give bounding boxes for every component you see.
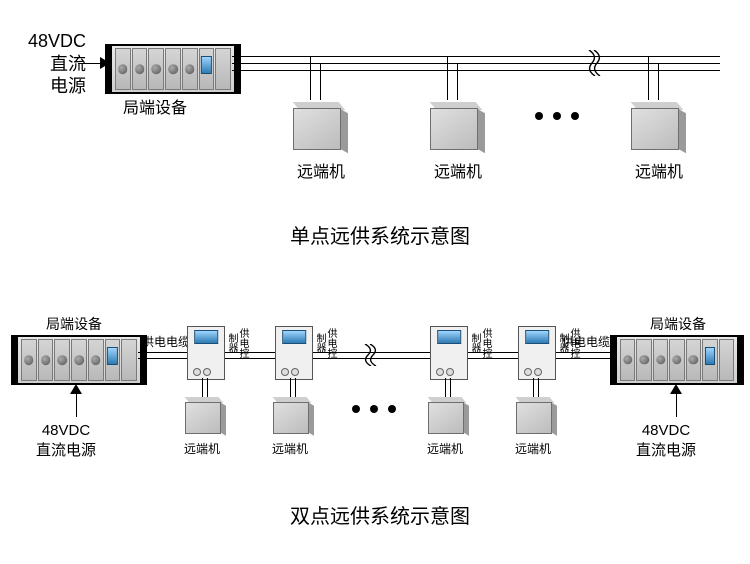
power-controller-label: 供电控 制器 — [469, 328, 491, 358]
drop-line — [320, 63, 321, 100]
drop-line — [658, 63, 659, 100]
power-controller-label: 供电控 制器 — [226, 328, 248, 358]
power-controller — [187, 326, 225, 380]
remote-label: 远端机 — [515, 440, 551, 457]
remote-label: 远端机 — [635, 158, 683, 182]
power-controller — [275, 326, 313, 380]
power-source-label-top: 48VDC 直流 电源 — [6, 30, 86, 98]
cable-label-left: 供电电缆 — [142, 333, 190, 350]
drop-line — [290, 378, 291, 398]
central-equipment-rack-top — [110, 44, 236, 94]
remote-label: 远端机 — [272, 440, 308, 457]
central-equipment-label-bottom-left: 局端设备 — [46, 314, 102, 334]
diagram2-caption: 双点远供系统示意图 — [290, 500, 470, 529]
remote-label: 远端机 — [427, 440, 463, 457]
central-equipment-label-top: 局端设备 — [123, 94, 187, 118]
line-break-icon-top — [586, 50, 600, 64]
bus-line-1 — [232, 56, 720, 57]
power-controller-label: 供电控 制器 — [314, 328, 336, 358]
drop-line — [207, 378, 208, 398]
remote-label: 远端机 — [297, 158, 345, 182]
remote-label: 远端机 — [434, 158, 482, 182]
ellipsis-icon-bottom — [352, 405, 396, 413]
power-arrow-head-bl — [70, 384, 82, 394]
drop-line — [533, 378, 534, 398]
power-arrow-line-bl — [76, 393, 77, 417]
power-controller — [518, 326, 556, 380]
power-source-label-bottom-right: 48VDC 直流电源 — [636, 422, 696, 460]
drop-line — [445, 378, 446, 398]
power-controller-label: 供电控 制器 — [557, 328, 579, 358]
power-arrow-line-br — [676, 393, 677, 417]
ellipsis-icon-top — [535, 112, 579, 120]
drop-line — [202, 378, 203, 398]
power-arrow-line-top — [78, 63, 102, 64]
line-break-icon-bottom — [362, 344, 376, 358]
bus-line-2 — [232, 63, 720, 64]
drop-line — [648, 56, 649, 100]
power-arrow-head-br — [670, 384, 682, 394]
drop-line — [457, 63, 458, 100]
drop-line — [310, 56, 311, 100]
drop-line — [447, 56, 448, 100]
drop-line — [538, 378, 539, 398]
remote-label: 远端机 — [184, 440, 220, 457]
central-equipment-rack-bottom-right — [615, 335, 739, 385]
drop-line — [450, 378, 451, 398]
power-source-label-bottom-left: 48VDC 直流电源 — [36, 422, 96, 460]
drop-line — [295, 378, 296, 398]
central-equipment-label-bottom-right: 局端设备 — [650, 314, 706, 334]
diagram1-caption: 单点远供系统示意图 — [290, 220, 470, 249]
power-controller — [430, 326, 468, 380]
central-equipment-rack-bottom-left — [16, 335, 142, 385]
bus-line-3 — [232, 70, 720, 71]
